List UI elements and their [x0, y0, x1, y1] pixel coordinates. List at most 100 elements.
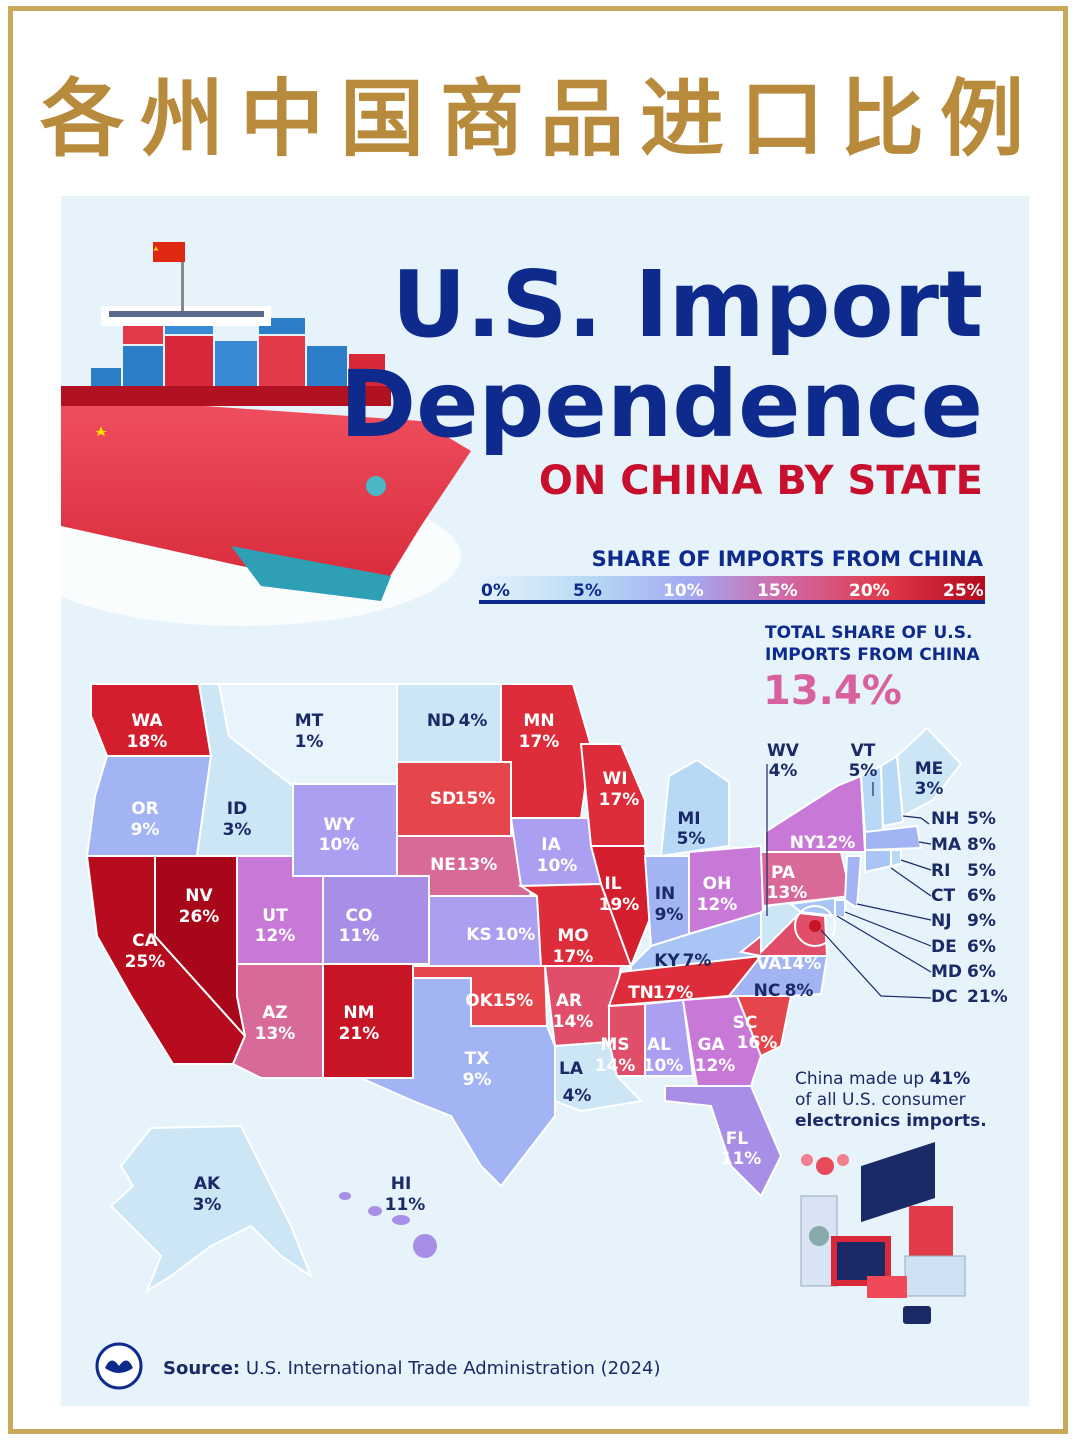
legend-tick-25: 25% [943, 581, 984, 601]
label-NM-abbr: NM [343, 1003, 374, 1023]
laptop-icon [904, 1255, 966, 1297]
state-MA[interactable] [864, 824, 923, 852]
legend-title: SHARE OF IMPORTS FROM CHINA [592, 547, 984, 571]
label-WA-pct: 18% [127, 732, 168, 752]
state-MI[interactable] [659, 758, 730, 858]
label-WA-abbr: WA [131, 711, 163, 731]
state-AK[interactable] [109, 1124, 314, 1294]
infographic-panel: U.S. Import Dependence ON CHINA BY STATE… [61, 196, 1029, 1406]
label-NJ-pct: 9% [967, 911, 996, 931]
label-TX-abbr: TX [465, 1049, 490, 1069]
label-WY-pct: 10% [319, 835, 360, 855]
legend-tick-20: 20% [849, 581, 890, 601]
state-ME[interactable] [895, 726, 963, 818]
label-CT-abbr: CT [931, 886, 955, 906]
state-TX[interactable] [360, 977, 556, 1188]
label-OR-abbr: OR [131, 799, 159, 819]
label-SD-pct: 15% [455, 789, 496, 809]
label-ID-pct: 3% [223, 820, 252, 840]
label-MD-abbr: MD [931, 962, 962, 982]
label-NC-abbr: NC [754, 981, 781, 1001]
state-MS[interactable] [608, 1002, 646, 1077]
label-TN-pct: 17% [653, 983, 694, 1003]
state-FL[interactable] [664, 1085, 783, 1198]
label-RI-pct: 5% [967, 861, 996, 881]
containers [91, 318, 385, 386]
label-KY-abbr: KY [654, 951, 680, 971]
label-UT-abbr: UT [262, 906, 288, 926]
label-LA-abbr: LA [559, 1059, 584, 1079]
star-icon [95, 426, 107, 436]
label-WI-abbr: WI [602, 769, 627, 789]
label-IA-abbr: IA [541, 835, 561, 855]
state-NC[interactable] [726, 955, 829, 997]
label-NC-pct: 8% [785, 981, 814, 1001]
callout-line1-bold: 41% [930, 1069, 971, 1089]
label-MD-pct: 6% [967, 962, 996, 982]
state-HI[interactable] [339, 1192, 437, 1258]
dc-magnifier-circle [794, 905, 836, 947]
label-KS-pct: 10% [495, 925, 536, 945]
state-NJ[interactable] [843, 855, 863, 910]
label-MA-abbr: MA [931, 835, 962, 855]
label-DE-pct: 6% [967, 937, 996, 957]
label-DC-pct: 21% [967, 987, 1008, 1007]
label-RI-abbr: RI [931, 861, 950, 881]
callout-line2: of all U.S. consumer [795, 1090, 966, 1110]
state-CO[interactable] [322, 875, 430, 965]
label-CA-abbr: CA [132, 931, 158, 951]
label-WI-pct: 17% [599, 790, 640, 810]
label-HI-abbr: HI [391, 1174, 412, 1194]
label-NE-pct: 13% [457, 855, 498, 875]
label-FL-abbr: FL [726, 1129, 749, 1149]
label-NY-abbr: NY [790, 833, 817, 853]
label-AK-pct: 3% [193, 1195, 222, 1215]
label-OH-abbr: OH [703, 874, 732, 894]
label-GA-abbr: GA [697, 1035, 725, 1055]
state-NH[interactable] [879, 754, 905, 828]
state-CT[interactable] [864, 849, 892, 874]
source-label: Source: [163, 1358, 240, 1379]
legend-tick-10: 10% [663, 581, 704, 601]
label-NY-pct: 12% [815, 833, 856, 853]
total-label-line1: TOTAL SHARE OF U.S. [765, 623, 972, 643]
label-MI-pct: 5% [677, 829, 706, 849]
label-OH-pct: 12% [697, 895, 738, 915]
label-MA-pct: 8% [967, 835, 996, 855]
chinese-title: 各州中国商品进口比例 [39, 69, 1040, 168]
drone-icon [816, 1157, 834, 1175]
source-footer: Source: U.S. International Trade Adminis… [95, 1342, 661, 1390]
label-IL-abbr: IL [604, 874, 621, 894]
label-ND-pct: 4% [459, 711, 488, 731]
state-DC[interactable] [809, 920, 821, 932]
label-KS-abbr: KS [466, 925, 491, 945]
label-MO-pct: 17% [553, 947, 594, 967]
label-CO-pct: 11% [339, 926, 380, 946]
label-AR-pct: 14% [553, 1012, 594, 1032]
label-SD-abbr: SD [430, 789, 456, 809]
label-GA-pct: 12% [695, 1056, 736, 1076]
infographic-svg: U.S. Import Dependence ON CHINA BY STATE… [61, 242, 1008, 1390]
label-NE-abbr: NE [430, 855, 456, 875]
state-AL[interactable] [644, 998, 695, 1077]
label-KY-pct: 7% [683, 951, 712, 971]
state-RI[interactable] [890, 849, 902, 868]
label-ME-abbr: ME [915, 759, 944, 779]
ne-state-labels: NH 5% MA 8% RI 5% CT 6% NJ 9% DE 6% MD 6… [931, 809, 1008, 1007]
label-MS-pct: 14% [595, 1056, 636, 1076]
label-WV-pct: 4% [769, 761, 798, 781]
legend-tick-0: 0% [481, 581, 510, 601]
label-NV-pct: 26% [179, 907, 220, 927]
label-NH-pct: 5% [967, 809, 996, 829]
label-NH-abbr: NH [931, 809, 959, 829]
state-WI[interactable] [579, 743, 646, 847]
headline-line1: U.S. Import [392, 251, 983, 358]
source-body: U.S. International Trade Administration … [240, 1358, 660, 1379]
label-WV-abbr: WV [767, 741, 800, 761]
source-text: Source: U.S. International Trade Adminis… [163, 1358, 661, 1379]
state-DE[interactable] [834, 899, 846, 920]
label-IN-pct: 9% [655, 905, 684, 925]
state-IL[interactable] [589, 845, 653, 969]
label-MN-abbr: MN [523, 711, 554, 731]
label-SC-abbr: SC [733, 1013, 758, 1033]
